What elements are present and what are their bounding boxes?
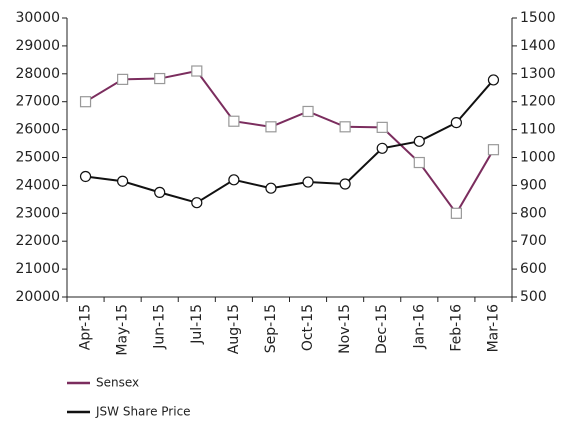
y-tick-label: 21000 xyxy=(15,261,60,277)
y-tick-label: 28000 xyxy=(15,66,60,82)
point xyxy=(154,72,166,85)
series-line xyxy=(85,69,495,216)
x-tick-label: Jun-15 xyxy=(152,304,168,350)
point xyxy=(339,121,351,133)
legend-label: JSW Share Price xyxy=(95,405,191,419)
point xyxy=(117,175,129,187)
y2-tick-label: 1500 xyxy=(520,10,556,26)
point xyxy=(191,65,203,77)
point xyxy=(376,121,388,133)
point xyxy=(154,186,166,198)
y2-tick-label: 1100 xyxy=(520,122,556,138)
x-tick-label: Nov-15 xyxy=(337,304,353,354)
point xyxy=(79,170,92,183)
series-line xyxy=(85,79,495,204)
point xyxy=(450,207,462,219)
point xyxy=(339,178,351,190)
x-tick-label: May-15 xyxy=(115,304,131,356)
y2-tick-label: 1300 xyxy=(520,66,556,82)
y-tick-label: 24000 xyxy=(15,177,60,193)
y2-tick-label: 600 xyxy=(520,261,547,277)
point xyxy=(228,115,240,127)
legend-label: Sensex xyxy=(96,376,139,390)
y2-tick-label: 800 xyxy=(520,205,547,221)
point xyxy=(117,73,129,85)
point xyxy=(302,176,314,188)
y2-tick-label: 1400 xyxy=(520,38,556,54)
x-tick-label: Sep-15 xyxy=(263,304,279,353)
y-tick-label: 23000 xyxy=(15,205,60,221)
point xyxy=(79,96,92,108)
point xyxy=(413,135,425,147)
y2-tick-label: 700 xyxy=(520,233,547,249)
y2-tick-label: 1200 xyxy=(520,94,556,110)
y-tick-label: 26000 xyxy=(15,122,60,138)
x-tick-label: Aug-15 xyxy=(226,304,242,354)
point xyxy=(228,174,240,186)
x-tick-label: Dec-15 xyxy=(374,304,390,354)
x-tick-label: Mar-16 xyxy=(485,304,501,352)
point xyxy=(376,142,388,154)
x-tick-label: Apr-15 xyxy=(78,304,94,350)
y2-tick-label: 1000 xyxy=(520,150,556,166)
x-tick-label: Feb-16 xyxy=(448,304,464,352)
y2-tick-label: 500 xyxy=(520,289,547,305)
y-tick-label: 22000 xyxy=(15,233,60,249)
y-tick-label: 30000 xyxy=(15,10,60,26)
point xyxy=(265,121,277,133)
y2-tick-label: 900 xyxy=(520,177,547,193)
y-tick-label: 27000 xyxy=(15,94,60,110)
point xyxy=(487,144,500,156)
y-tick-label: 29000 xyxy=(15,38,60,54)
y-tick-label: 20000 xyxy=(15,289,60,305)
x-tick-label: Oct-15 xyxy=(300,304,316,351)
x-tick-label: Jul-15 xyxy=(189,304,205,345)
point xyxy=(302,105,314,118)
point xyxy=(191,197,203,209)
point xyxy=(450,117,462,129)
point xyxy=(413,156,425,169)
x-tick-label: Jan-16 xyxy=(411,304,427,350)
y-tick-label: 25000 xyxy=(15,150,60,166)
point xyxy=(265,182,277,194)
point xyxy=(487,74,500,86)
